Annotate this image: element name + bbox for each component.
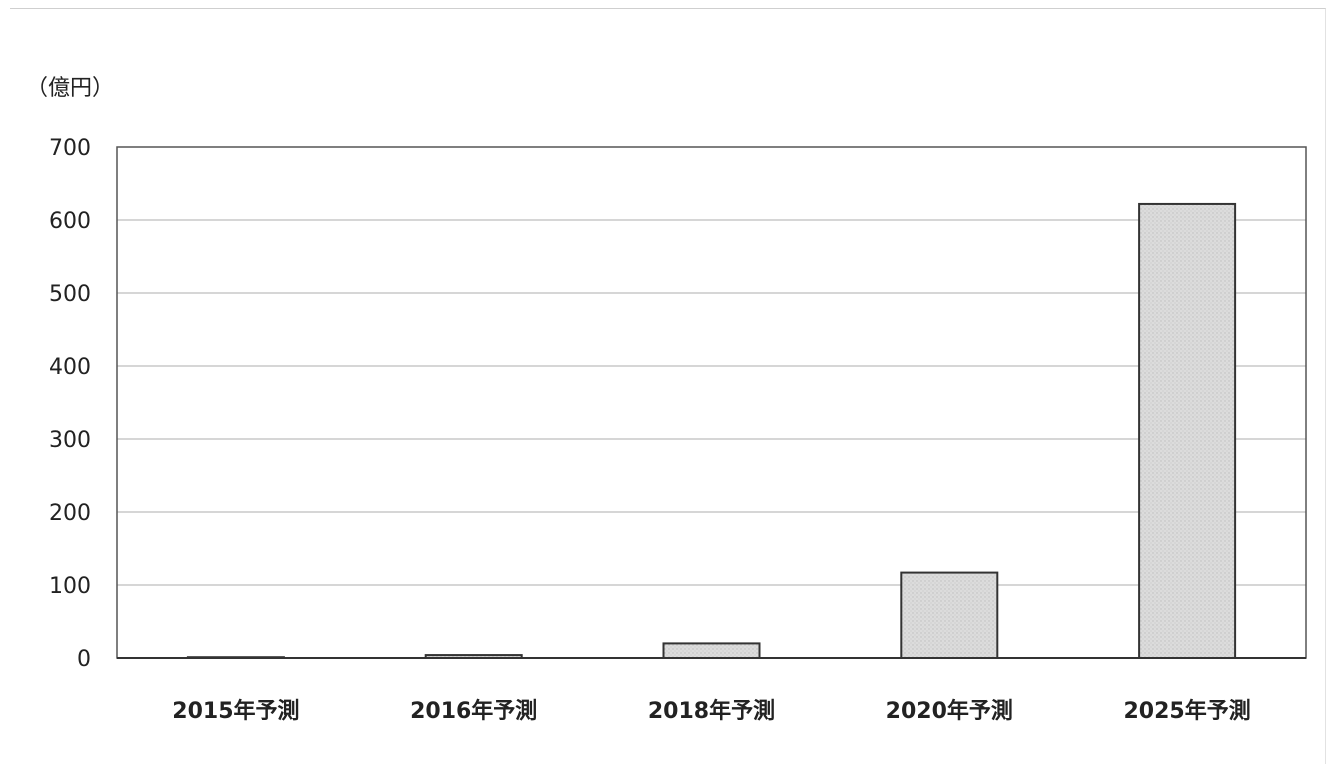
y-tick-label: 0 [77, 647, 91, 672]
bar-5 [1138, 202, 1237, 659]
x-tick-label: 2016年予測 [410, 698, 537, 724]
bar-3 [662, 642, 761, 660]
y-tick-label: 200 [49, 501, 91, 526]
x-tick-label: 2025年予測 [1123, 698, 1250, 724]
y-tick-labels: 0 100 200 300 400 500 600 700 [49, 136, 91, 672]
y-tick-label: 100 [49, 574, 91, 599]
bar-4 [900, 571, 999, 660]
grid-lines [117, 219, 1306, 586]
x-tick-label: 2018年予測 [648, 698, 775, 724]
y-tick-label: 700 [49, 136, 91, 161]
chart-frame [10, 8, 1326, 764]
axes [116, 146, 1307, 659]
y-axis-unit-label: （億円） [26, 76, 115, 101]
y-tick-label: 500 [49, 282, 91, 307]
plot-area-border [116, 146, 1307, 659]
y-tick-label: 600 [49, 209, 91, 234]
x-tick-labels: 2015年予測 2016年予測 2018年予測 2020年予測 2025年予測 [172, 698, 1250, 724]
bars [186, 202, 1237, 660]
y-tick-label: 300 [49, 428, 91, 453]
x-tick-label: 2020年予測 [886, 698, 1013, 724]
y-tick-label: 400 [49, 355, 91, 380]
x-tick-label: 2015年予測 [172, 698, 299, 724]
